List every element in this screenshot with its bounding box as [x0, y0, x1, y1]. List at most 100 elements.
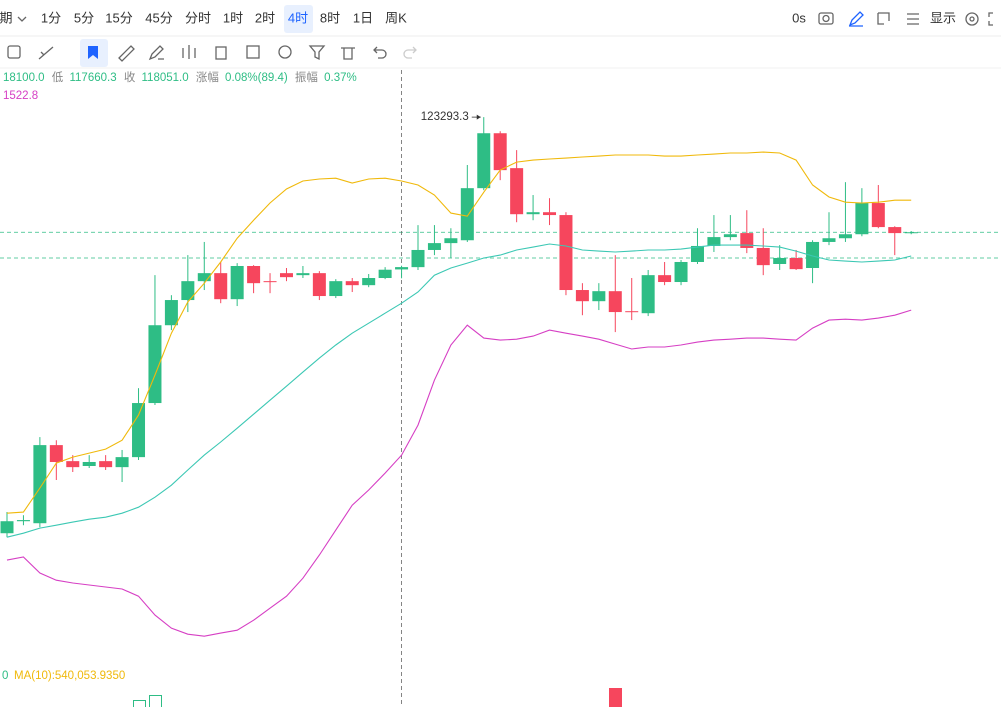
tool-icon[interactable]	[148, 45, 164, 61]
camera-icon[interactable]	[818, 12, 834, 25]
tool-icon[interactable]	[215, 46, 227, 60]
candle-body	[181, 281, 195, 301]
tool-icon[interactable]	[341, 47, 355, 60]
candle-body	[888, 227, 902, 234]
candle-body	[49, 445, 63, 462]
candle-body	[279, 273, 293, 278]
candle-body	[740, 233, 754, 248]
period-tab[interactable]: 1日	[353, 10, 373, 25]
candle-body	[904, 232, 918, 234]
candle-body	[296, 273, 310, 276]
period-tab[interactable]: 8时	[320, 10, 340, 25]
candle-body	[477, 133, 491, 189]
tool-icon[interactable]	[38, 46, 54, 60]
period-tab[interactable]: 1分	[41, 10, 61, 25]
list-icon[interactable]	[907, 13, 919, 25]
candle-body	[789, 257, 803, 270]
period-tab[interactable]: 期	[0, 10, 13, 25]
period-tab[interactable]: 1时	[223, 10, 243, 25]
active-period-bg	[284, 5, 313, 33]
candle-body	[427, 243, 441, 250]
pen-icon[interactable]	[848, 11, 864, 27]
candle-body	[625, 311, 639, 313]
candle-body	[444, 238, 458, 244]
tool-icon[interactable]	[373, 46, 387, 59]
period-tab[interactable]: 2时	[255, 10, 275, 25]
info-label: 低	[52, 71, 64, 84]
high-label: 123293.3	[421, 111, 469, 123]
candle-body	[378, 269, 392, 279]
tool-icon[interactable]	[118, 45, 135, 62]
candle-body	[756, 247, 770, 266]
ohlc-info: 18100.0 低 117660.3 收 118051.0 涨幅 0.08%(8…	[3, 70, 357, 84]
tool-icon[interactable]	[308, 45, 326, 61]
candle-body	[674, 261, 688, 283]
period-tab[interactable]: 45分	[145, 10, 172, 25]
candle-body	[543, 212, 557, 216]
tool-icon[interactable]	[88, 46, 98, 59]
info-amp: 0.37%	[324, 72, 357, 84]
tool-icon[interactable]	[278, 45, 292, 59]
info-high: 18100.0	[3, 72, 45, 84]
indicator-line	[6, 309, 912, 637]
candle-body	[99, 461, 113, 468]
period-tab[interactable]: 周K	[385, 10, 407, 25]
display-button[interactable]: 显示	[930, 10, 956, 25]
period-tab[interactable]: 4时	[288, 10, 308, 25]
candle-body	[526, 212, 540, 215]
candle-body	[575, 290, 589, 302]
settings-icon[interactable]	[965, 12, 979, 26]
candle-body	[592, 291, 606, 302]
candle-body	[493, 133, 507, 171]
candle-body	[855, 203, 869, 235]
candle-body	[345, 281, 359, 286]
volume-bar	[609, 688, 622, 707]
candle-body	[838, 234, 852, 239]
info-label: 振幅	[295, 70, 318, 84]
volume-value: 0	[2, 670, 8, 682]
candle-body	[230, 265, 244, 300]
tool-icon[interactable]	[182, 45, 196, 59]
candle-body	[411, 249, 425, 268]
info-close: 118051.0	[142, 72, 189, 84]
period-tab[interactable]: 分时	[185, 10, 211, 25]
drawing-tools	[7, 39, 417, 67]
period-tab[interactable]: 15分	[105, 10, 132, 25]
candle-body	[197, 273, 211, 282]
candle-body	[263, 281, 277, 283]
candle-body	[115, 457, 129, 468]
dropdown-icon[interactable]	[17, 16, 27, 22]
candle-body	[214, 273, 228, 300]
period-tab[interactable]: 5分	[74, 10, 94, 25]
info-change: 0.08%(89.4)	[225, 72, 288, 84]
candle-body	[641, 275, 655, 314]
candle-body	[132, 403, 146, 458]
candle-body	[608, 291, 622, 313]
indicator-line	[6, 243, 912, 538]
volume-bars	[133, 688, 622, 707]
candle-body	[16, 520, 30, 522]
info-label: 收	[124, 70, 136, 84]
candle-body	[707, 237, 721, 246]
candle-body	[690, 245, 704, 262]
volume-bar	[133, 700, 146, 707]
candle-body	[362, 278, 376, 286]
candle-body	[164, 300, 178, 326]
candle-body	[0, 521, 14, 534]
volume-bar	[149, 695, 162, 707]
candle-body	[33, 445, 47, 524]
tool-icon[interactable]	[7, 45, 21, 59]
timer[interactable]: 0s	[792, 10, 806, 25]
candle-body	[723, 234, 737, 238]
crop-icon[interactable]	[877, 12, 890, 25]
tool-icon[interactable]	[246, 45, 260, 59]
candle-body	[460, 188, 474, 241]
candle-body	[658, 275, 672, 283]
candle-body	[871, 203, 885, 228]
fullscreen-icon[interactable]	[988, 12, 993, 26]
candle-body	[510, 168, 524, 215]
boll-value: 1522.8	[3, 90, 38, 102]
info-label: 涨幅	[196, 71, 219, 84]
